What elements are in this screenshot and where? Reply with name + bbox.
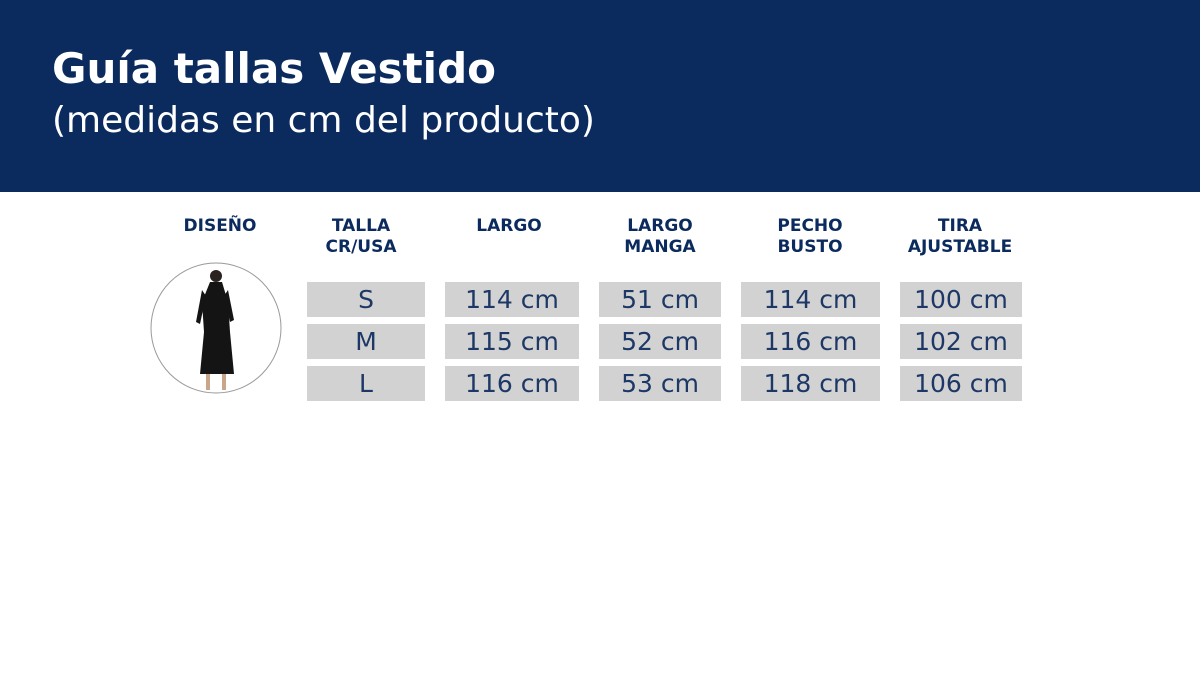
product-photo: [150, 262, 282, 394]
header-line: BUSTO: [777, 237, 843, 257]
header-line: LARGO: [476, 216, 542, 236]
column-header: TALLA CR/USA: [326, 216, 397, 258]
table-cell: M: [307, 324, 425, 359]
header-line: TALLA: [331, 216, 391, 236]
header-line: TIRA: [937, 216, 983, 236]
table-cell: 106 cm: [900, 366, 1022, 401]
title: Guía tallas Vestido: [52, 44, 496, 93]
header-line: DISEÑO: [183, 216, 257, 236]
table-cell: 114 cm: [445, 282, 579, 317]
table-cell: 114 cm: [741, 282, 880, 317]
table-cell: S: [307, 282, 425, 317]
table-cell: 100 cm: [900, 282, 1022, 317]
table-cell: 53 cm: [599, 366, 721, 401]
table-cell: 102 cm: [900, 324, 1022, 359]
column-header: TIRA AJUSTABLE: [908, 216, 1012, 258]
header-line: PECHO: [777, 216, 843, 236]
column-header: LARGO MANGA: [624, 216, 695, 258]
table-cell: 52 cm: [599, 324, 721, 359]
subtitle: (medidas en cm del producto): [52, 100, 595, 141]
table-cell: 116 cm: [445, 366, 579, 401]
column-header: LARGO: [476, 216, 542, 237]
table-cell: 116 cm: [741, 324, 880, 359]
table-cell: 115 cm: [445, 324, 579, 359]
table-cell: L: [307, 366, 425, 401]
header-line: CR/USA: [325, 237, 397, 257]
table-cell: 51 cm: [599, 282, 721, 317]
table-cell: 118 cm: [741, 366, 880, 401]
header-line: AJUSTABLE: [907, 237, 1013, 257]
column-header: PECHO BUSTO: [777, 216, 842, 258]
header-band: Guía tallas Vestido (medidas en cm del p…: [0, 0, 1200, 192]
column-header: DISEÑO: [184, 216, 257, 237]
header-line: MANGA: [624, 237, 696, 257]
header-line: LARGO: [627, 216, 693, 236]
